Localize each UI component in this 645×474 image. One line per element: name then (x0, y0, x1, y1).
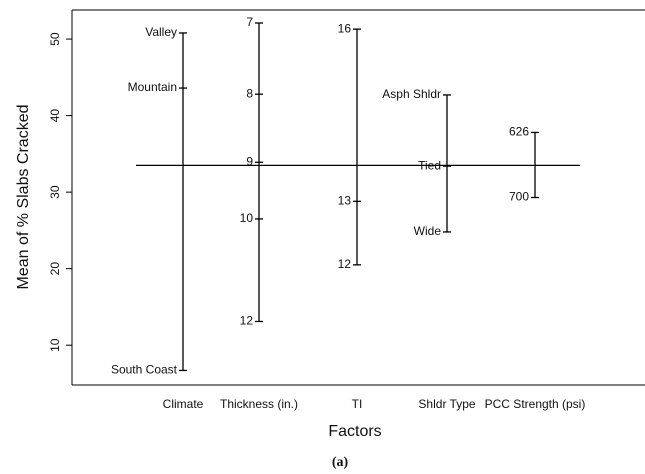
level-label: 13 (338, 193, 352, 207)
level-label: 700 (509, 190, 529, 204)
x-tick-label: Climate (163, 397, 204, 411)
level-label: Mountain (128, 80, 177, 94)
level-label: 7 (246, 15, 253, 29)
level-label: 12 (338, 257, 352, 271)
x-tick-label: TI (352, 397, 363, 411)
y-tick-label: 50 (48, 32, 62, 46)
x-tick-label: Shldr Type (418, 397, 475, 411)
level-label: Asph Shldr (382, 87, 441, 101)
level-label: Valley (145, 25, 177, 39)
y-tick-label: 20 (48, 262, 62, 276)
x-axis-label: Factors (328, 423, 381, 440)
level-label: 8 (246, 86, 253, 100)
x-tick-label: PCC Strength (psi) (485, 397, 586, 411)
level-label: 10 (240, 211, 254, 225)
level-label: Wide (414, 224, 442, 238)
y-axis-label: Mean of % Slabs Cracked (15, 105, 32, 290)
level-label: 626 (509, 125, 529, 139)
level-label: Tied (418, 158, 441, 172)
x-tick-label: Thickness (in.) (220, 397, 298, 411)
y-tick-label: 40 (48, 109, 62, 123)
y-tick-label: 10 (48, 338, 62, 352)
level-label: 16 (338, 21, 352, 35)
level-label: South Coast (111, 363, 178, 377)
level-label: 12 (240, 314, 254, 328)
y-tick-label: 30 (48, 185, 62, 199)
level-label: 9 (246, 154, 253, 168)
caption: (a) (332, 455, 349, 470)
